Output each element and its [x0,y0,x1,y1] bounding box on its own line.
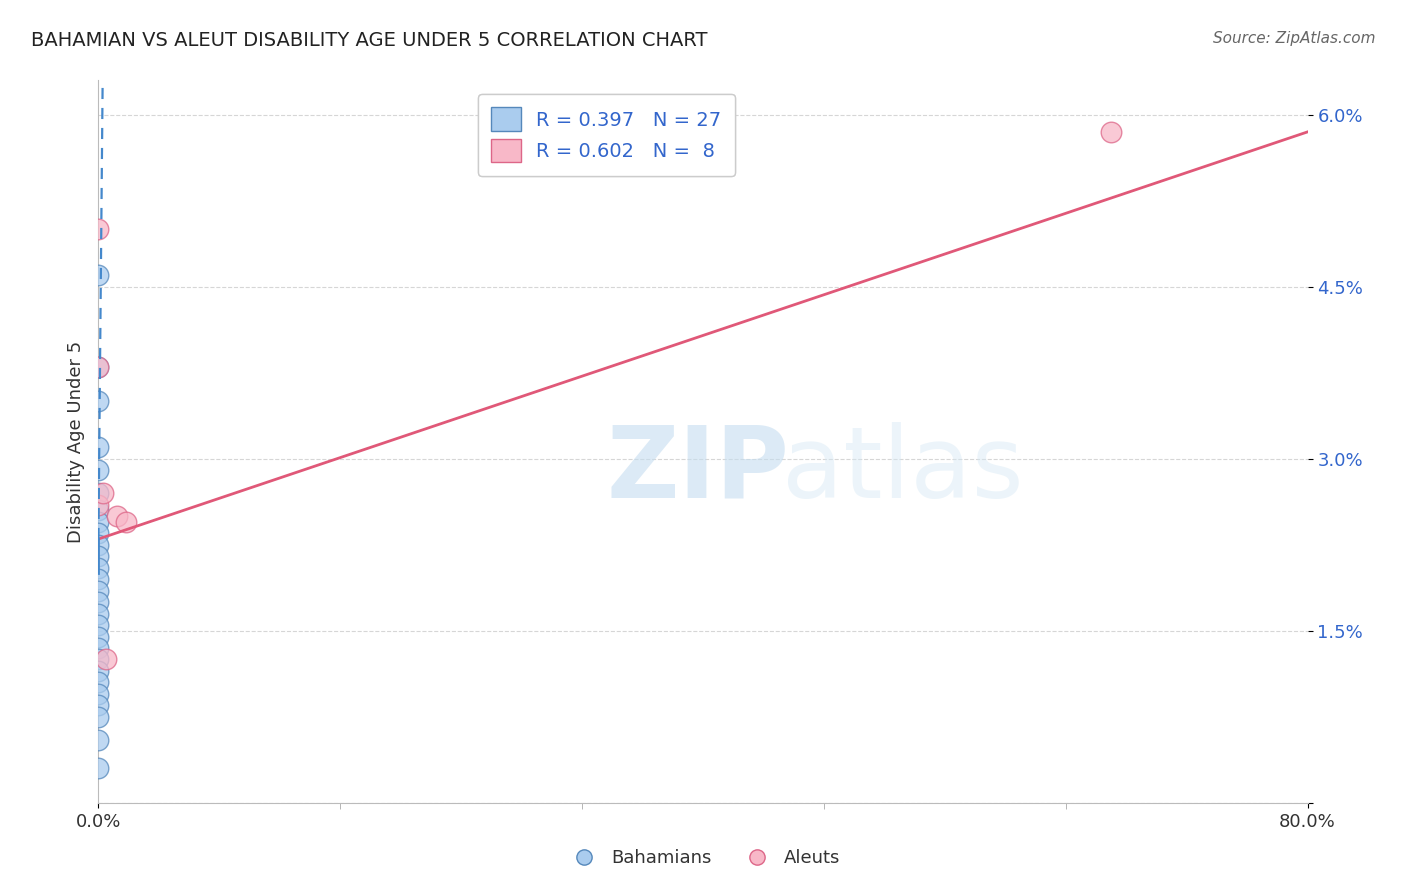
Point [105,509,128,524]
Text: Source: ZipAtlas.com: Source: ZipAtlas.com [1212,31,1375,46]
Point [87,440,110,454]
Point [87,498,110,512]
Point [87,463,110,477]
Point [87,486,110,500]
Point [87,675,110,690]
Text: atlas: atlas [782,422,1024,519]
Point [87,394,110,409]
Point [87,359,110,374]
Point [87,503,110,517]
Point [87,640,110,655]
Text: BAHAMIAN VS ALEUT DISABILITY AGE UNDER 5 CORRELATION CHART: BAHAMIAN VS ALEUT DISABILITY AGE UNDER 5… [31,31,707,50]
Point [87,664,110,678]
Point [87,710,110,724]
Point [87,698,110,713]
Point [87,526,110,541]
Point [87,560,110,574]
Point [87,595,110,609]
Point [87,630,110,644]
Point [87,761,110,775]
Point [87,618,110,632]
Point [87,268,110,283]
Point [87,652,110,666]
Point [87,572,110,586]
Text: ZIP: ZIP [606,422,789,519]
Point [87,732,110,747]
Point [114,515,136,529]
Legend: R = 0.397   N = 27, R = 0.602   N =  8: R = 0.397 N = 27, R = 0.602 N = 8 [478,94,735,176]
Point [87,607,110,621]
Point [87,222,110,236]
Point [91,486,114,500]
Point [87,583,110,598]
Point [87,515,110,529]
Point [87,549,110,564]
Point [87,538,110,552]
Y-axis label: Disability Age Under 5: Disability Age Under 5 [66,341,84,542]
Point [1099,125,1122,139]
Point [87,687,110,701]
Point [87,359,110,374]
Legend: Bahamians, Aleuts: Bahamians, Aleuts [558,842,848,874]
Point [94,652,117,666]
